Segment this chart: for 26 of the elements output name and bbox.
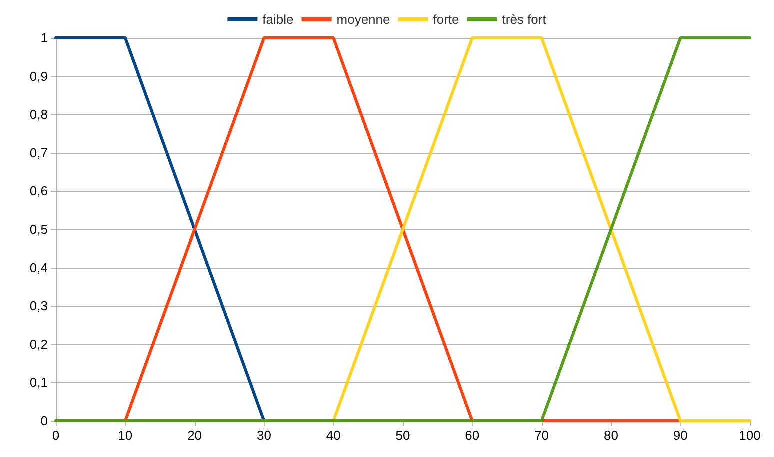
y-tick-label: 0,6 [30,184,48,199]
y-tick-label: 0,5 [30,222,48,237]
x-tick-label: 80 [604,428,618,443]
x-tick-label: 50 [396,428,410,443]
y-tick-label: 0,3 [30,298,48,314]
x-tick-label: 90 [673,428,688,443]
y-tick-label: 0 [40,414,48,428]
x-tick-label: 30 [256,428,272,443]
x-tick-label: 40 [326,428,341,443]
y-tick-label: 0,2 [30,336,48,352]
legend-label: moyenne [336,12,390,27]
legend-label: forte [433,12,460,27]
x-tick-label: 10 [118,428,133,443]
y-tick-label: 1 [40,30,48,46]
x-tick-label: 70 [534,428,550,443]
x-tick-label: 20 [188,428,202,443]
legend-label: faible [262,12,294,27]
y-tick-label: 0,9 [30,68,48,84]
y-tick-label: 0,1 [30,375,48,390]
x-tick-label: 60 [465,428,480,443]
y-tick-label: 0,8 [30,107,48,122]
legend-label: très fort [502,12,547,27]
x-tick-label: 100 [739,428,761,443]
y-tick-label: 0,7 [30,145,48,160]
x-tick-label: 0 [52,428,60,443]
y-tick-label: 0,4 [30,260,48,276]
